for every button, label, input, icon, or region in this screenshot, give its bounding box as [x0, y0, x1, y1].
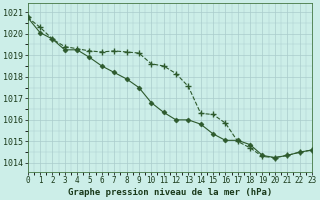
X-axis label: Graphe pression niveau de la mer (hPa): Graphe pression niveau de la mer (hPa) [68, 188, 272, 197]
